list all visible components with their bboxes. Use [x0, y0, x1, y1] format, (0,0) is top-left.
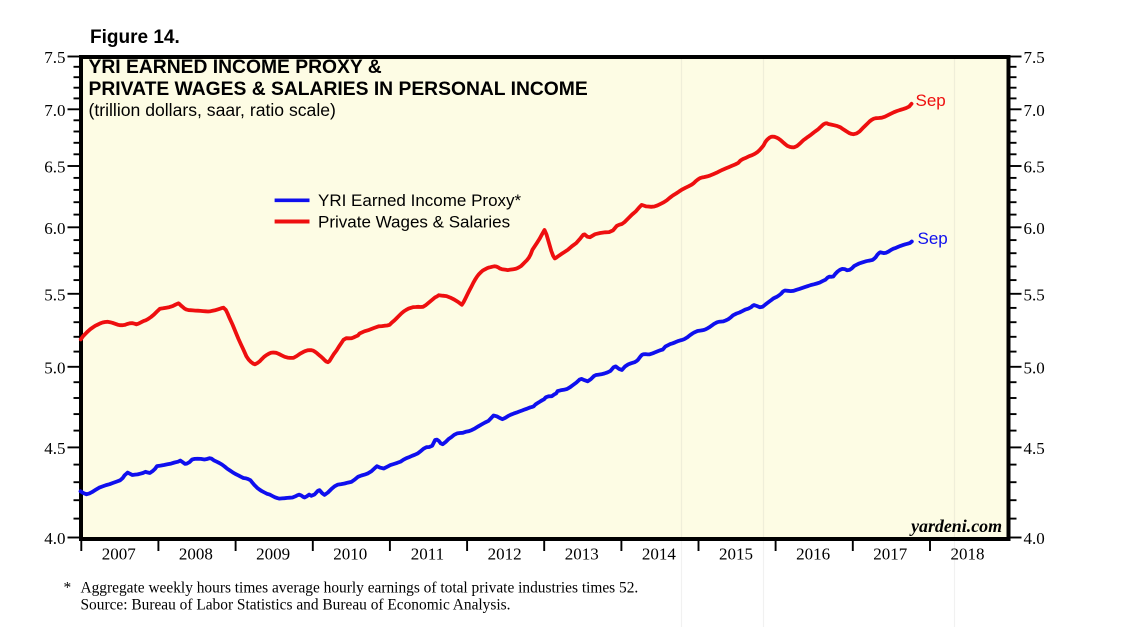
svg-text:Source: Bureau of Labor Statis: Source: Bureau of Labor Statistics and B…	[81, 596, 511, 613]
svg-text:7.5: 7.5	[44, 48, 65, 67]
svg-text:4.0: 4.0	[1024, 529, 1045, 548]
svg-text:2017: 2017	[873, 545, 908, 564]
svg-text:2008: 2008	[179, 545, 213, 564]
svg-text:YRI EARNED INCOME PROXY &: YRI EARNED INCOME PROXY &	[89, 57, 382, 78]
svg-text:7.5: 7.5	[1024, 48, 1045, 67]
svg-text:Sep: Sep	[918, 229, 948, 248]
svg-text:6.0: 6.0	[1024, 219, 1045, 238]
svg-text:yardeni.com: yardeni.com	[909, 516, 1002, 536]
svg-text:7.0: 7.0	[44, 101, 65, 120]
svg-text:2007: 2007	[102, 545, 137, 564]
svg-text:(trillion dollars, saar, ratio: (trillion dollars, saar, ratio scale)	[89, 100, 336, 120]
svg-text:6.0: 6.0	[44, 219, 65, 238]
svg-text:Sep: Sep	[916, 91, 946, 110]
svg-text:2013: 2013	[565, 545, 599, 564]
svg-text:2009: 2009	[256, 545, 290, 564]
svg-text:2016: 2016	[796, 545, 830, 564]
svg-text:Aggregate weekly hours times a: Aggregate weekly hours times average hou…	[81, 580, 639, 597]
svg-text:YRI Earned Income Proxy*: YRI Earned Income Proxy*	[318, 191, 522, 210]
svg-text:4.5: 4.5	[1024, 439, 1045, 458]
svg-text:2018: 2018	[951, 545, 985, 564]
svg-text:5.0: 5.0	[1024, 359, 1045, 378]
svg-text:*: *	[64, 580, 72, 597]
svg-text:4.5: 4.5	[44, 439, 65, 458]
svg-text:Private Wages & Salaries: Private Wages & Salaries	[318, 213, 510, 232]
svg-text:2012: 2012	[488, 545, 522, 564]
svg-text:Figure 14.: Figure 14.	[90, 27, 180, 48]
svg-text:2010: 2010	[333, 545, 367, 564]
svg-text:4.0: 4.0	[44, 529, 65, 548]
svg-text:7.0: 7.0	[1024, 101, 1045, 120]
svg-text:PRIVATE WAGES & SALARIES IN PE: PRIVATE WAGES & SALARIES IN PERSONAL INC…	[89, 79, 588, 100]
svg-text:2014: 2014	[642, 545, 677, 564]
svg-text:5.5: 5.5	[44, 286, 65, 305]
svg-text:5.0: 5.0	[44, 359, 65, 378]
svg-text:2011: 2011	[411, 545, 444, 564]
svg-text:5.5: 5.5	[1024, 286, 1045, 305]
svg-text:6.5: 6.5	[1024, 158, 1045, 177]
svg-text:2015: 2015	[719, 545, 753, 564]
svg-text:6.5: 6.5	[44, 158, 65, 177]
